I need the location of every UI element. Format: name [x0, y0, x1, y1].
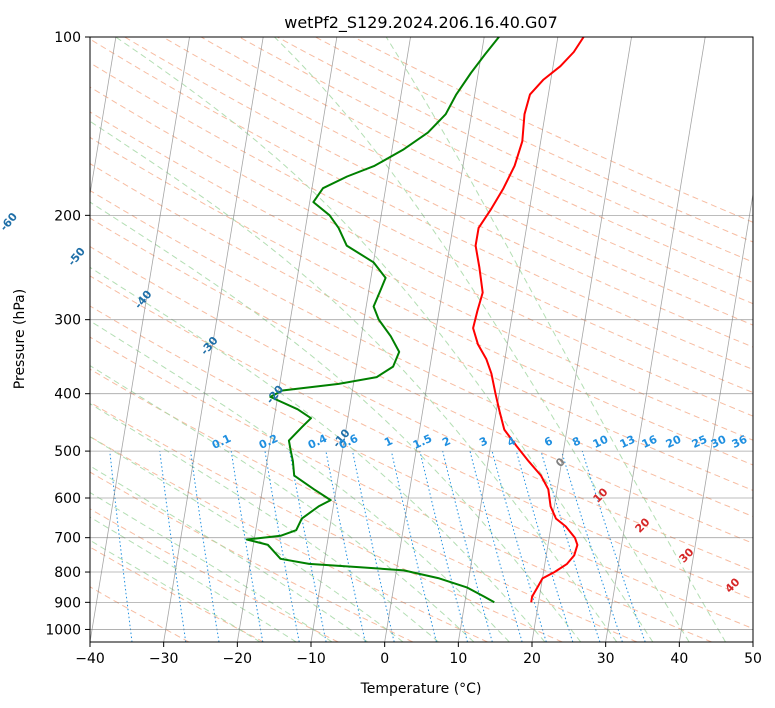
x-tick-label: 30	[597, 651, 615, 667]
y-tick-label: 300	[54, 313, 81, 329]
moist-adiabat	[385, 37, 727, 642]
isotherm	[531, 37, 632, 642]
y-axis-label: Pressure (hPa)	[12, 289, 28, 389]
x-tick-label: 0	[380, 651, 389, 667]
dry-adiabat	[90, 163, 753, 491]
isotherm	[457, 37, 559, 642]
x-tick-label: 20	[523, 651, 541, 667]
dry-adiabat	[90, 189, 753, 518]
dry-adiabat	[90, 245, 753, 572]
y-tick-label: 800	[54, 565, 81, 581]
isotherm	[163, 37, 264, 642]
mixing-ratio-label: 13	[618, 433, 637, 451]
dry-adiabat	[162, 37, 753, 326]
isotherm	[384, 37, 485, 642]
isotherm	[90, 37, 190, 642]
moist-adiabat	[274, 37, 690, 642]
isotherm	[605, 37, 706, 642]
mixing-ratio-line	[325, 451, 366, 642]
mixing-ratio-line	[159, 451, 187, 642]
y-tick-label: 900	[54, 595, 81, 611]
y-tick-label: 600	[54, 491, 81, 507]
mixing-ratio-line	[540, 450, 601, 642]
mixing-ratio-line	[190, 451, 220, 642]
isotherm	[310, 37, 411, 642]
moist-adiabat	[90, 539, 261, 642]
x-axis-label: Temperature (°C)	[360, 681, 482, 697]
mixing-ratio-line	[419, 450, 468, 642]
plot-area	[90, 37, 753, 642]
dry-adiabat	[90, 86, 753, 417]
dry-adiabat	[90, 217, 753, 544]
y-tick-label: 100	[54, 30, 81, 46]
dry-adiabat	[90, 471, 414, 642]
chart-title: wetPf2_S129.2024.206.16.40.G07	[284, 13, 558, 33]
dry-adiabat	[90, 436, 488, 642]
x-tick-label: −20	[223, 651, 253, 667]
mixing-ratio-line	[469, 450, 523, 642]
x-tick-label: −30	[149, 651, 179, 667]
y-tick-label: 500	[54, 444, 81, 460]
y-tick-label: 1000	[45, 622, 81, 638]
isotherm	[678, 191, 753, 642]
axes: -100-90-80-70-60-50-40-30-20-100.10.20.4…	[0, 30, 762, 667]
dewpoint-profile	[245, 37, 500, 604]
dry-adiabat	[90, 62, 753, 394]
moist-adiabat	[90, 266, 546, 642]
mixing-ratio-line	[491, 450, 547, 642]
x-tick-label: −10	[296, 651, 326, 667]
isotherm	[90, 37, 117, 197]
mixing-ratio-line	[581, 450, 646, 642]
moist-adiabat	[90, 365, 475, 642]
x-tick-label: −40	[75, 651, 105, 667]
y-tick-label: 200	[54, 208, 81, 224]
dry-adiabat	[238, 37, 753, 284]
moist-adiabat	[90, 403, 439, 642]
mixing-ratio-line	[390, 450, 437, 642]
dry-adiabat	[90, 368, 638, 642]
dry-adiabat	[90, 508, 339, 642]
dry-adiabat	[124, 37, 753, 348]
moist-adiabat	[90, 320, 510, 642]
mixing-ratio-label: 30	[709, 433, 729, 451]
dry-adiabat	[90, 401, 563, 642]
mixing-ratio-line	[289, 451, 327, 642]
mixing-ratio-label: 16	[640, 433, 660, 451]
mixing-ratio-label: 10	[591, 433, 611, 451]
x-tick-label: 50	[744, 651, 762, 667]
y-tick-label: 700	[54, 531, 81, 547]
mixing-ratio-label: 25	[690, 433, 709, 451]
plot-frame	[89, 36, 754, 643]
moist-adiabat	[90, 436, 404, 642]
x-tick-label: 10	[449, 651, 467, 667]
temperature-profile	[472, 37, 585, 603]
moist-adiabat	[115, 37, 654, 642]
mixing-ratio-line	[561, 450, 623, 642]
mixing-ratio-label: 36	[730, 433, 750, 451]
dry-adiabat	[90, 275, 753, 600]
moist-adiabat	[90, 465, 368, 642]
y-tick-label: 400	[54, 387, 81, 403]
x-tick-label: 40	[670, 651, 688, 667]
mixing-ratio-line	[515, 450, 574, 642]
mixing-ratio-label: 20	[664, 433, 684, 451]
dry-adiabat	[90, 305, 753, 630]
